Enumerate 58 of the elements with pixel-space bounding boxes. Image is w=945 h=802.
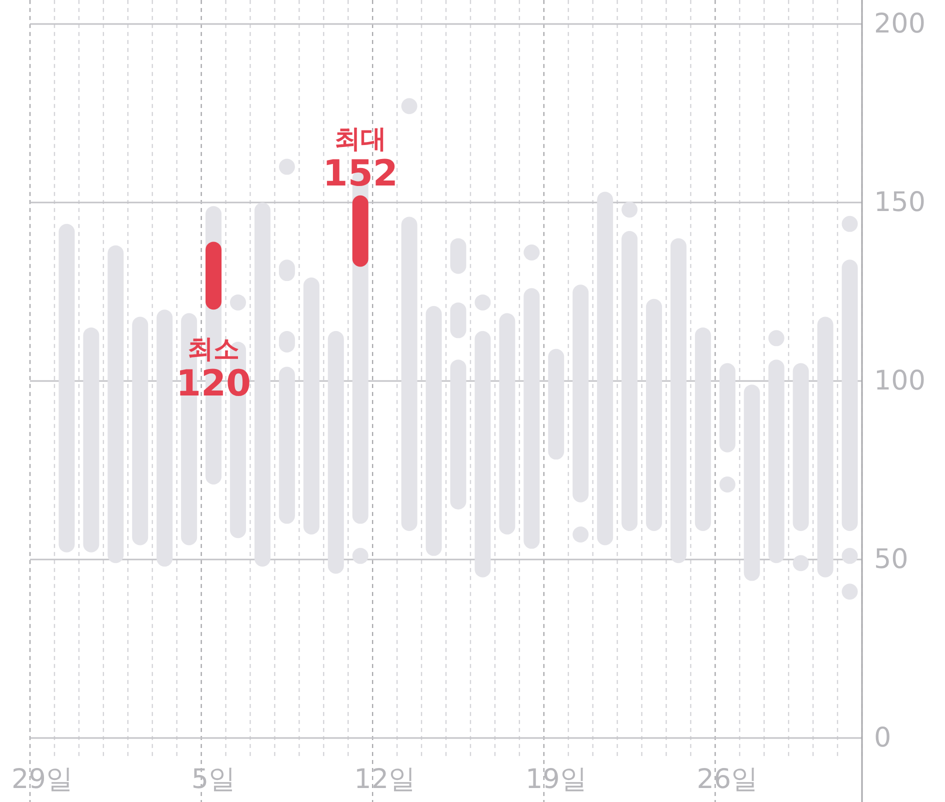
x-tick-label: 29일 (12, 764, 73, 795)
bar (817, 316, 834, 578)
point (572, 526, 589, 543)
bar (744, 384, 760, 581)
bar (524, 288, 540, 549)
bar (719, 363, 736, 452)
point (842, 584, 858, 600)
annotation: 최소 120 (176, 334, 252, 405)
y-tick-label: 50 (874, 544, 908, 575)
bar (450, 360, 466, 510)
bar (792, 363, 809, 531)
bar (108, 245, 124, 564)
point (352, 548, 368, 564)
point (524, 244, 540, 260)
point (792, 555, 809, 572)
bar (842, 260, 858, 531)
bar (278, 366, 295, 524)
y-tick-label: 200 (874, 8, 926, 40)
bar (303, 277, 320, 535)
bar (401, 216, 418, 531)
point (230, 294, 246, 310)
bar (352, 195, 368, 267)
y-tick-label: 100 (874, 366, 926, 396)
bar (254, 202, 270, 567)
y-tick-label: 150 (874, 187, 926, 218)
bar (132, 316, 148, 546)
x-tick-label: 19일 (525, 764, 587, 795)
bar (499, 313, 516, 535)
point (842, 216, 858, 232)
bar (206, 242, 222, 310)
x-tick-label: 26일 (696, 764, 758, 795)
bar (548, 348, 564, 460)
point (719, 476, 736, 493)
bar (450, 302, 466, 338)
bar (694, 327, 711, 531)
x-tick-label: 12일 (354, 764, 416, 795)
bar (156, 310, 173, 567)
bar (83, 327, 100, 552)
bar (450, 238, 466, 274)
point (401, 98, 418, 114)
bar (768, 360, 784, 564)
point (278, 158, 295, 175)
bar (426, 306, 442, 556)
bar (646, 298, 662, 531)
bar (597, 192, 614, 546)
point (474, 294, 491, 310)
bar (622, 231, 638, 531)
point (622, 202, 638, 218)
point (842, 548, 858, 564)
point (768, 330, 784, 346)
bar (58, 224, 75, 552)
x-tick-label: 5일 (191, 764, 236, 795)
bar (474, 331, 491, 578)
bar (670, 238, 686, 564)
bar (572, 284, 589, 502)
bar (328, 331, 344, 574)
annotation: 최대 152 (322, 124, 398, 194)
y-tick-label: 0 (874, 722, 892, 754)
